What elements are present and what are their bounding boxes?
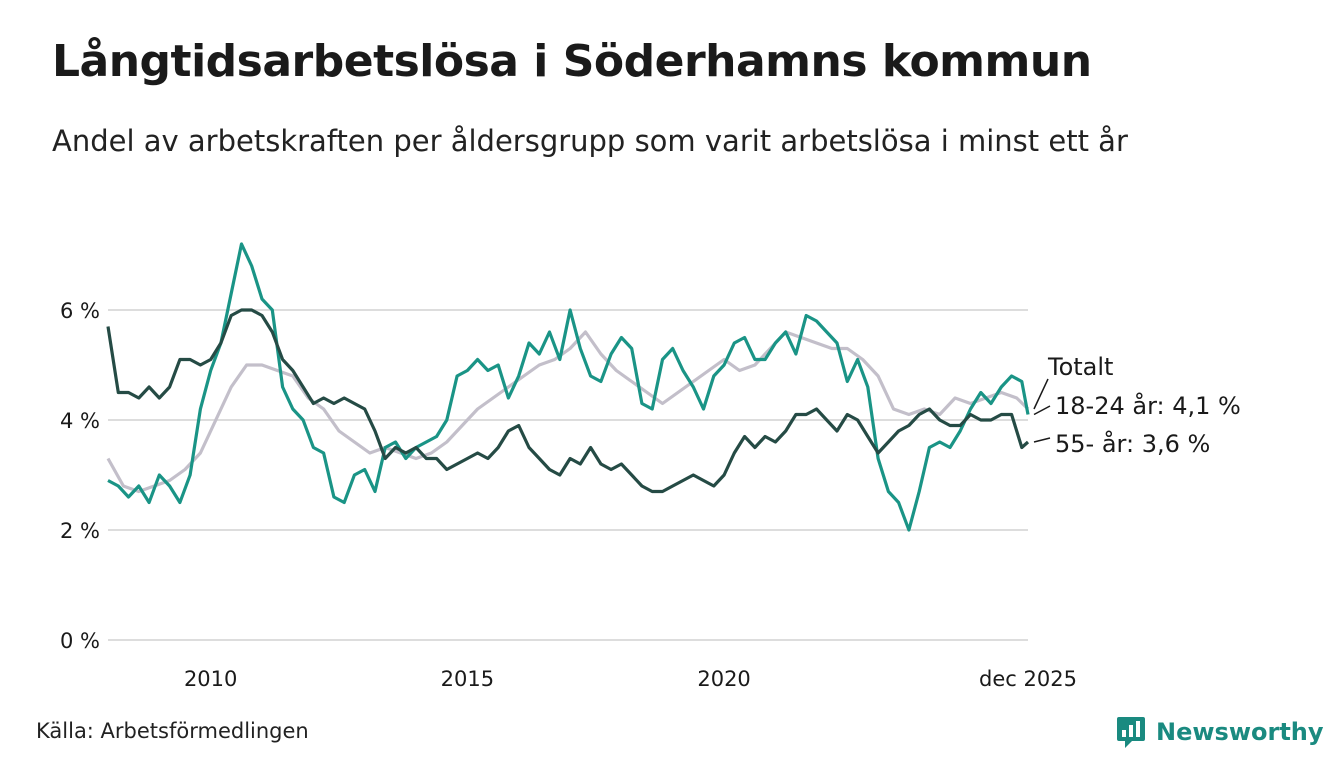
y-tick-label: 4 % — [60, 409, 100, 433]
series-line-55-r — [106, 308, 1030, 494]
brand-name: Newsworthy — [1156, 718, 1324, 746]
x-tick-label: 2020 — [697, 667, 750, 691]
series-end-label: Totalt — [1047, 353, 1113, 381]
x-tick-label: 2015 — [441, 667, 494, 691]
source-note: Källa: Arbetsförmedlingen — [36, 719, 309, 743]
series-end-label: 18-24 år: 4,1 % — [1055, 391, 1241, 420]
series-end-label: 55- år: 3,6 % — [1055, 429, 1210, 458]
label-leader-line — [1033, 437, 1051, 443]
chart-subtitle: Andel av arbetskraften per åldersgrupp s… — [52, 124, 1128, 158]
label-leader-line — [1033, 405, 1051, 416]
newsworthy-logo-icon — [1117, 717, 1145, 748]
series-line-totalt — [106, 330, 1030, 494]
x-tick-label: dec 2025 — [979, 667, 1077, 691]
x-tick-label: 2010 — [184, 667, 237, 691]
y-tick-label: 0 % — [60, 629, 100, 653]
y-tick-label: 2 % — [60, 519, 100, 543]
label-leader-line — [1033, 378, 1049, 410]
chart-title: Långtidsarbetslösa i Söderhamns kommun — [52, 36, 1092, 87]
brand-logo[interactable]: Newsworthy — [1116, 712, 1324, 752]
y-tick-label: 6 % — [60, 299, 100, 323]
series-line-18-24-r — [107, 242, 1030, 532]
